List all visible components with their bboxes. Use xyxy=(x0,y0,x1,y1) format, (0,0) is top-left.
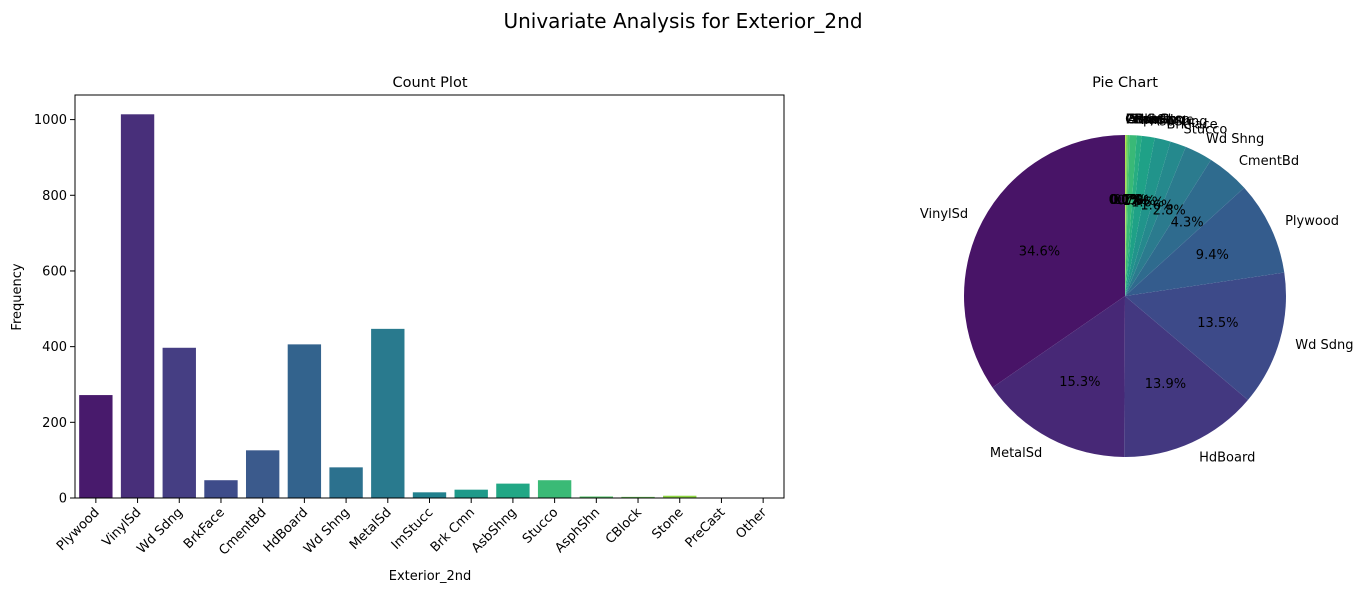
bar-y-tick-label: 400 xyxy=(42,340,67,355)
pie-label-wd-sdng: Wd Sdng xyxy=(1295,338,1353,353)
bar-x-tick-label: PreCast xyxy=(683,505,729,551)
pie-label-cmentbd: CmentBd xyxy=(1239,154,1299,169)
pie-label-brk-cmn: Brk Cmn xyxy=(1134,113,1190,128)
bar-series xyxy=(79,114,780,499)
pie-label-asphshn: AsphShn xyxy=(1127,112,1184,127)
bar-y-tick-label: 600 xyxy=(42,264,67,279)
pie-pct-label: 0.5% xyxy=(1117,193,1150,208)
pie-slice-cblock xyxy=(1125,135,1127,296)
bar-y-axis: 0 200 400 600 800 1000 xyxy=(34,113,75,507)
pie-label-asbshng: AsbShng xyxy=(1151,114,1208,129)
pie-slice-hdboard xyxy=(1124,296,1248,457)
pie-slice-asbshng xyxy=(1125,135,1155,296)
pie-pct-label: 34.6% xyxy=(1019,245,1060,260)
pie-label-cblock: CBlock xyxy=(1126,112,1171,127)
pie-pct-label: 1.3% xyxy=(1122,194,1155,209)
pie-slice-brk-cmn xyxy=(1125,135,1137,296)
bar-wd-sdng xyxy=(162,347,196,498)
bar-x-tick-label: MetalSd xyxy=(347,505,395,553)
bar-stone xyxy=(663,495,697,498)
bar-y-tick-label: 0 xyxy=(59,492,67,507)
pie-slice-stone xyxy=(1125,135,1130,296)
pie-pct-label: 0.1% xyxy=(1110,193,1143,208)
pie-pct-label: 13.9% xyxy=(1145,377,1186,392)
pie-label-other: Other xyxy=(1125,112,1163,127)
bar-cmentbd xyxy=(245,450,280,498)
pie-pct-label: 1.6% xyxy=(1140,198,1173,213)
pie-label-hdboard: HdBoard xyxy=(1199,450,1255,465)
bar-x-tick-label: AsbShng xyxy=(469,505,520,556)
pie-label-vinylsd: VinylSd xyxy=(920,207,968,222)
bar-x-tick-label: Stone xyxy=(649,505,686,542)
bar-y-axis-label: Frequency xyxy=(10,263,25,330)
pie-chart-title: Pie Chart xyxy=(1092,75,1158,91)
bar-asphshn xyxy=(579,496,614,498)
pie-pct-label: 0.1% xyxy=(1109,193,1142,208)
pie-slice-precast xyxy=(1125,135,1126,296)
bar-imstucc xyxy=(412,492,447,498)
bar-x-tick-label: Plywood xyxy=(54,505,103,554)
pie-label-stucco: Stucco xyxy=(1184,122,1228,137)
pie-pct-label: 2.8% xyxy=(1153,204,1186,219)
bar-plot-frame xyxy=(74,94,785,499)
bar-x-tick-label: Wd Shng xyxy=(301,505,353,557)
bar-y-tick-label: 800 xyxy=(42,189,67,204)
pie-slice-stucco xyxy=(1125,141,1186,296)
bar-stucco xyxy=(537,480,572,498)
pie-slice-wd-shng xyxy=(1125,146,1211,296)
pie-pct-label: 0.0% xyxy=(1109,193,1142,208)
bar-brkface xyxy=(204,480,238,498)
bar-x-tick-label: CBlock xyxy=(603,505,645,547)
bar-chart-title: Count Plot xyxy=(393,75,468,91)
pie-pct-label: 13.5% xyxy=(1197,316,1238,331)
pie-label-stone: Stone xyxy=(1129,112,1167,127)
pie-slice-metalsd xyxy=(992,296,1125,457)
bar-x-tick-label: AsphShn xyxy=(552,505,603,556)
bar-brk-cmn xyxy=(454,489,488,498)
bar-x-axis-label: Exterior_2nd xyxy=(389,569,472,584)
pie-pct-label: 4.3% xyxy=(1171,216,1204,231)
bar-asbshng xyxy=(496,483,530,498)
figure-suptitle: Univariate Analysis for Exterior_2nd xyxy=(503,9,862,33)
bar-x-tick-label: Wd Sdng xyxy=(134,505,186,557)
pie-pct-label: 9.4% xyxy=(1196,248,1229,263)
pie-pct-label: 15.3% xyxy=(1059,375,1100,390)
bar-cblock xyxy=(621,496,655,498)
bar-chart: Count Plot 0 200 400 600 800 1000 PlywoodViny… xyxy=(10,75,785,584)
pie-label-plywood: Plywood xyxy=(1285,214,1339,229)
bar-metalsd xyxy=(371,328,405,498)
pie-slice-cmentbd xyxy=(1125,159,1245,296)
bar-vinylsd xyxy=(120,114,155,499)
bar-x-tick-label: Stucco xyxy=(520,505,562,547)
pie-labels: VinylSd 34.6% MetalSd 15.3% HdBoard 13.9% Wd S… xyxy=(920,112,1354,465)
bar-y-tick-label: 200 xyxy=(42,416,67,431)
pie-slice-wd-sdng xyxy=(1125,272,1286,400)
pie-slice-imstucc xyxy=(1125,135,1142,296)
pie-slice-plywood xyxy=(1125,187,1285,296)
pie-label-imstucc: ImStucc xyxy=(1141,113,1193,128)
bar-hdboard xyxy=(287,344,322,498)
bar-x-tick-label: Other xyxy=(733,505,770,542)
pie-label-wd-shng: Wd Shng xyxy=(1206,132,1264,147)
bar-wd-shng xyxy=(329,467,363,498)
bar-plywood xyxy=(79,395,113,498)
pie-pct-label: 0.0% xyxy=(1109,193,1142,208)
pie-pct-label: 1.6% xyxy=(1131,196,1164,211)
pie-chart: Pie Chart VinylSd 34.6% MetalSd 15.3% HdBoar… xyxy=(920,75,1354,465)
pie-pct-label: 0.7% xyxy=(1113,193,1146,208)
pie-slice-brkface xyxy=(1125,137,1171,296)
bar-y-tick-label: 1000 xyxy=(34,113,67,128)
pie-slices xyxy=(964,135,1286,457)
pie-label-precast: PreCast xyxy=(1126,112,1176,127)
pie-pct-label: 0.2% xyxy=(1111,193,1144,208)
pie-slice-asphshn xyxy=(1125,135,1128,296)
pie-label-metalsd: MetalSd xyxy=(990,446,1042,461)
pie-slice-vinylsd xyxy=(964,135,1125,388)
pie-label-brkface: BrkFace xyxy=(1166,117,1217,132)
